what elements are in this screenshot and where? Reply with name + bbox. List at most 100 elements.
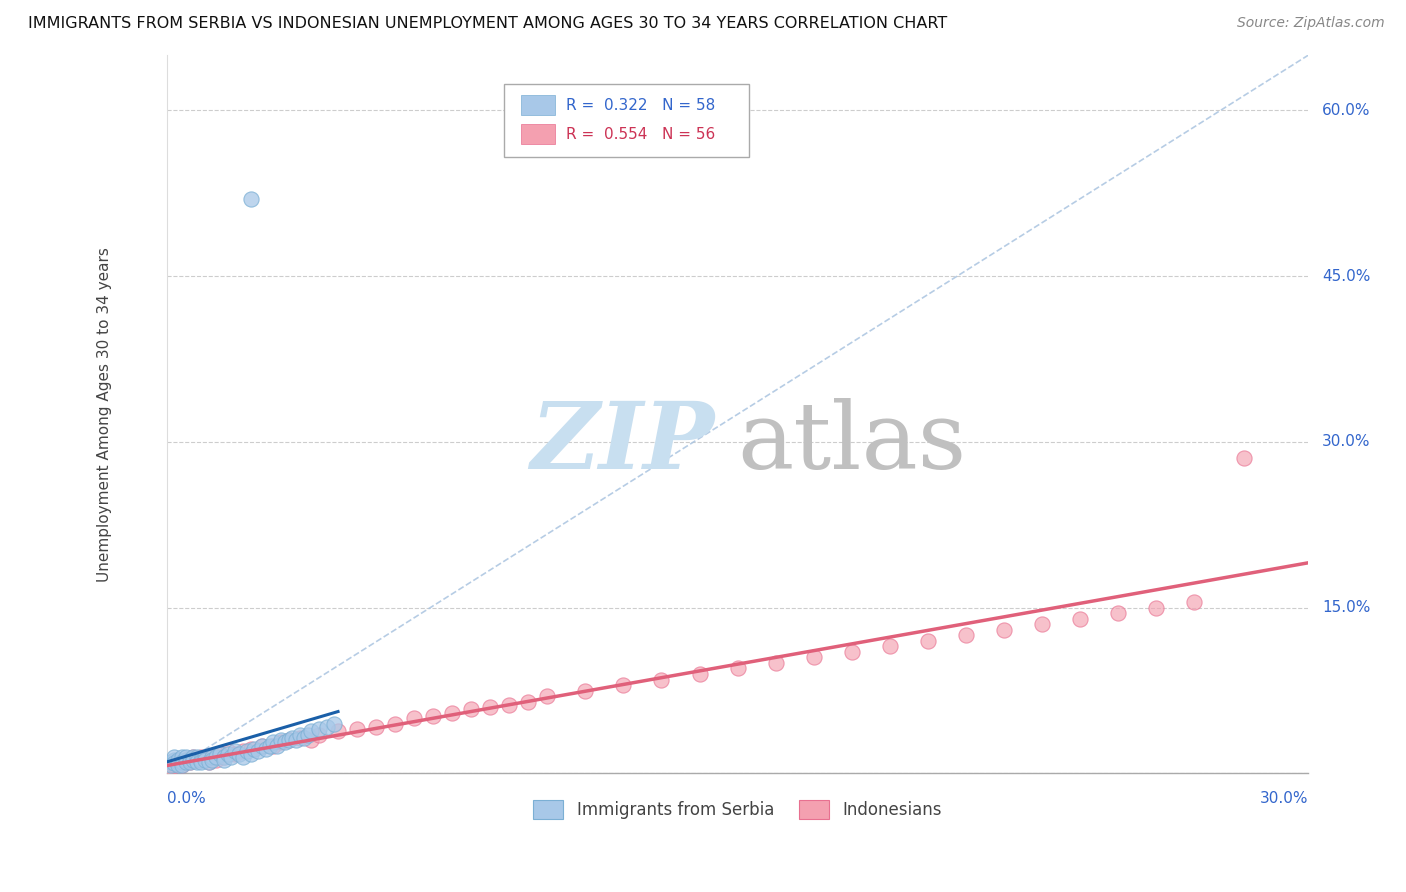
Point xyxy=(879,640,901,654)
Text: 30.0%: 30.0% xyxy=(1322,434,1371,450)
Point xyxy=(270,733,292,747)
Point xyxy=(167,753,190,767)
Point xyxy=(297,728,319,742)
Point xyxy=(159,757,181,772)
Point xyxy=(1233,451,1256,466)
Point xyxy=(254,742,277,756)
Point xyxy=(1031,617,1053,632)
Point xyxy=(190,756,212,770)
Point xyxy=(239,742,262,756)
Point xyxy=(170,756,193,770)
Point xyxy=(217,744,239,758)
Point xyxy=(292,731,315,745)
Point xyxy=(285,733,308,747)
Point xyxy=(574,683,596,698)
Point xyxy=(326,724,349,739)
Point xyxy=(235,744,257,758)
Point xyxy=(221,749,243,764)
Point xyxy=(179,756,201,770)
Point xyxy=(536,689,558,703)
Text: Source: ZipAtlas.com: Source: ZipAtlas.com xyxy=(1237,16,1385,30)
Point xyxy=(270,735,292,749)
Point xyxy=(259,739,281,753)
Point xyxy=(479,700,502,714)
Point xyxy=(315,720,337,734)
Point xyxy=(404,711,426,725)
Point xyxy=(250,739,273,753)
Point xyxy=(170,757,193,772)
Point xyxy=(266,739,288,753)
Point xyxy=(174,756,197,770)
Point xyxy=(159,761,181,775)
Point xyxy=(163,749,186,764)
Text: 30.0%: 30.0% xyxy=(1260,791,1309,806)
Point xyxy=(186,749,208,764)
Text: Unemployment Among Ages 30 to 34 years: Unemployment Among Ages 30 to 34 years xyxy=(97,247,111,582)
Point xyxy=(186,753,208,767)
Point xyxy=(323,716,346,731)
Text: 0.0%: 0.0% xyxy=(167,791,205,806)
Point xyxy=(239,747,262,761)
Point xyxy=(201,753,224,767)
Bar xyxy=(520,95,555,115)
Point xyxy=(209,747,232,761)
Point xyxy=(201,749,224,764)
Point xyxy=(217,747,239,761)
Point xyxy=(197,756,219,770)
Point xyxy=(262,735,284,749)
Bar xyxy=(520,124,555,145)
Point xyxy=(346,723,368,737)
Point xyxy=(250,739,273,753)
Point xyxy=(194,753,217,767)
Point xyxy=(163,757,186,772)
Legend: Immigrants from Serbia, Indonesians: Immigrants from Serbia, Indonesians xyxy=(527,794,949,826)
Point xyxy=(498,698,520,712)
Point xyxy=(955,628,977,642)
Point xyxy=(517,695,540,709)
Text: 60.0%: 60.0% xyxy=(1322,103,1371,118)
Point xyxy=(288,728,311,742)
FancyBboxPatch shape xyxy=(503,84,749,157)
Point xyxy=(288,731,311,745)
Point xyxy=(224,747,246,761)
Point xyxy=(650,673,672,687)
Point xyxy=(308,728,330,742)
Point xyxy=(917,633,939,648)
Text: IMMIGRANTS FROM SERBIA VS INDONESIAN UNEMPLOYMENT AMONG AGES 30 TO 34 YEARS CORR: IMMIGRANTS FROM SERBIA VS INDONESIAN UNE… xyxy=(28,16,948,31)
Point xyxy=(308,723,330,737)
Point xyxy=(1069,612,1091,626)
Point xyxy=(1144,600,1167,615)
Text: ZIP: ZIP xyxy=(530,398,714,488)
Point xyxy=(689,667,711,681)
Point xyxy=(277,733,299,747)
Point xyxy=(212,749,235,764)
Point xyxy=(274,735,297,749)
Point xyxy=(183,749,205,764)
Point xyxy=(765,656,787,670)
Point xyxy=(262,739,284,753)
Point xyxy=(841,645,863,659)
Point xyxy=(1107,606,1129,620)
Point xyxy=(212,749,235,764)
Text: 45.0%: 45.0% xyxy=(1322,268,1371,284)
Point xyxy=(174,749,197,764)
Point xyxy=(247,744,270,758)
Point xyxy=(167,756,190,770)
Point xyxy=(422,709,444,723)
Point xyxy=(205,753,228,767)
Point xyxy=(159,756,181,770)
Point xyxy=(205,749,228,764)
Point xyxy=(194,749,217,764)
Point xyxy=(179,756,201,770)
Point xyxy=(228,747,250,761)
Point xyxy=(1182,595,1205,609)
Point xyxy=(232,744,254,758)
Point xyxy=(803,650,825,665)
Point xyxy=(224,744,246,758)
Point xyxy=(197,756,219,770)
Point xyxy=(170,757,193,772)
Point xyxy=(163,753,186,767)
Point xyxy=(179,753,201,767)
Point xyxy=(384,716,406,731)
Point xyxy=(183,753,205,767)
